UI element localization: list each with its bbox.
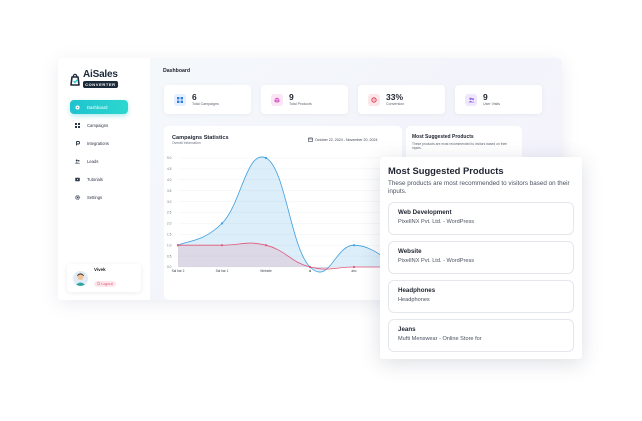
sidebar: AiSales CONVERTER Dashboard Campaigns In… (58, 58, 150, 300)
y-tick-label: 0.0 (167, 265, 172, 269)
sidebar-item-label: Integrations (87, 140, 109, 146)
campaign-chart-card: Campaigns Statistics Overall Information… (164, 126, 402, 300)
y-tick-label: 1.0 (167, 243, 172, 247)
y-tick-label: 3.0 (167, 200, 172, 204)
sidebar-nav: Dashboard Campaigns Integrations Leads T… (70, 100, 128, 208)
logout-label: Logout (101, 281, 113, 286)
calendar-icon (308, 137, 313, 142)
data-point (220, 222, 224, 225)
stat-label: Conversion (386, 102, 405, 106)
video-icon (75, 177, 80, 181)
popup-title: Most Suggested Products (388, 165, 504, 176)
sidebar-item-label: Settings (87, 194, 103, 200)
x-tick-label: abc (351, 269, 357, 273)
x-tick-label: al (309, 269, 312, 273)
suggested-products-popup: Most Suggested Products These products a… (380, 157, 582, 359)
stat-card-visits[interactable]: 9 User Visits (455, 85, 542, 114)
x-tick-label: Sal bar 2 (172, 269, 185, 273)
sidebar-item-tutorials[interactable]: Tutorials (70, 172, 128, 186)
grid-icon (174, 93, 186, 106)
y-tick-label: 4.5 (167, 167, 172, 171)
data-point (176, 244, 180, 247)
y-tick-label: 3.5 (167, 189, 172, 193)
y-tick-label: 5.0 (167, 156, 172, 160)
brand-sub: CONVERTER (83, 81, 118, 88)
y-tick-label: 2.5 (167, 211, 172, 215)
data-point (308, 265, 312, 269)
user-name: Vivek (94, 266, 106, 272)
target-icon (368, 93, 380, 106)
avatar-image (73, 270, 88, 286)
popup-desc: These products are most recommended to v… (388, 180, 570, 195)
date-range-picker[interactable]: October 22, 2024 - November 20, 2024 (308, 137, 378, 142)
bag-icon (70, 73, 80, 86)
stat-card-conversion[interactable]: 33% Conversion (358, 85, 445, 114)
product-name: Website (398, 248, 422, 255)
stat-value: 6 (192, 92, 197, 102)
product-name: Headphones (398, 287, 436, 294)
sidebar-item-integrations[interactable]: Integrations (70, 136, 128, 150)
link-icon (76, 140, 80, 145)
box-icon (271, 93, 283, 106)
product-desc: PixelINX Pvt. Ltd. - WordPress (398, 219, 475, 225)
side-card-desc: These products are most recommended to v… (412, 142, 508, 150)
avatar[interactable] (73, 270, 88, 286)
y-tick-label: 0.5 (167, 254, 172, 258)
product-item[interactable]: Website PixelINX Pvt. Ltd. - WordPress (388, 241, 574, 274)
brand-name: AiSales (83, 69, 118, 80)
product-desc: Headphones (398, 297, 430, 303)
data-point (352, 265, 356, 269)
dashboard-icon (75, 105, 80, 109)
logout-icon: ⏻ (97, 281, 101, 286)
users-icon (75, 159, 80, 163)
campaign-chart: 0.0 0.5 1.0 1.5 2.0 2.5 3.0 3.5 4.0 4.5 5.0 Sal bar… (167, 156, 400, 273)
product-desc: PixelINX Pvt. Ltd. - WordPress (398, 258, 475, 264)
sidebar-item-label: Dashboard (87, 104, 108, 110)
stat-card-products[interactable]: 9 Total Products (261, 85, 348, 114)
stat-label: User Visits (483, 102, 501, 106)
grid-icon (75, 122, 80, 128)
stat-label: Total Campaigns (192, 102, 219, 106)
user-card: Vivek ⏻ Logout (67, 264, 141, 292)
series-line (178, 242, 398, 270)
sidebar-item-label: Tutorials (87, 176, 103, 182)
data-point (264, 156, 268, 160)
stat-label: Total Products (289, 102, 312, 106)
y-tick-label: 4.0 (167, 178, 172, 182)
brand-logo[interactable]: AiSales CONVERTER (70, 70, 118, 88)
stat-value: 9 (289, 92, 294, 102)
y-tick-label: 1.5 (167, 233, 172, 237)
x-tick-label: Sal bar 1 (216, 269, 229, 273)
chart-title: Campaigns Statistics (172, 135, 229, 141)
users-icon (465, 93, 477, 106)
stat-value: 9 (483, 92, 488, 102)
data-point (220, 244, 224, 247)
sidebar-item-leads[interactable]: Leads (70, 154, 128, 168)
series-area (178, 156, 398, 273)
page-title: Dashboard (163, 68, 191, 74)
product-desc: Mufti Menswear - Online Store for (398, 336, 482, 342)
sidebar-item-campaigns[interactable]: Campaigns (70, 118, 128, 132)
sidebar-item-dashboard[interactable]: Dashboard (70, 100, 128, 114)
stat-value: 33% (386, 92, 404, 102)
chart-subtitle: Overall Information (172, 141, 201, 145)
sidebar-item-label: Leads (87, 158, 99, 164)
sidebar-item-label: Campaigns (87, 122, 109, 128)
gear-icon (75, 194, 80, 200)
product-item[interactable]: Headphones Headphones (388, 280, 574, 313)
data-point (352, 244, 356, 247)
date-range-label: October 22, 2024 - November 20, 2024 (315, 137, 378, 142)
sidebar-item-settings[interactable]: Settings (70, 190, 128, 204)
logout-button[interactable]: ⏻ Logout (94, 280, 116, 287)
product-item[interactable]: Web Development PixelINX Pvt. Ltd. - Wor… (388, 202, 574, 235)
product-item[interactable]: Jeans Mufti Menswear - Online Store for (388, 319, 574, 352)
side-card-title: Most Suggested Products (412, 134, 474, 140)
stat-card-campaigns[interactable]: 6 Total Campaigns (164, 85, 251, 114)
data-point (264, 244, 268, 247)
x-tick-label: Website (260, 269, 272, 273)
y-tick-label: 2.0 (167, 222, 172, 226)
product-name: Web Development (398, 209, 452, 216)
product-name: Jeans (398, 326, 416, 333)
